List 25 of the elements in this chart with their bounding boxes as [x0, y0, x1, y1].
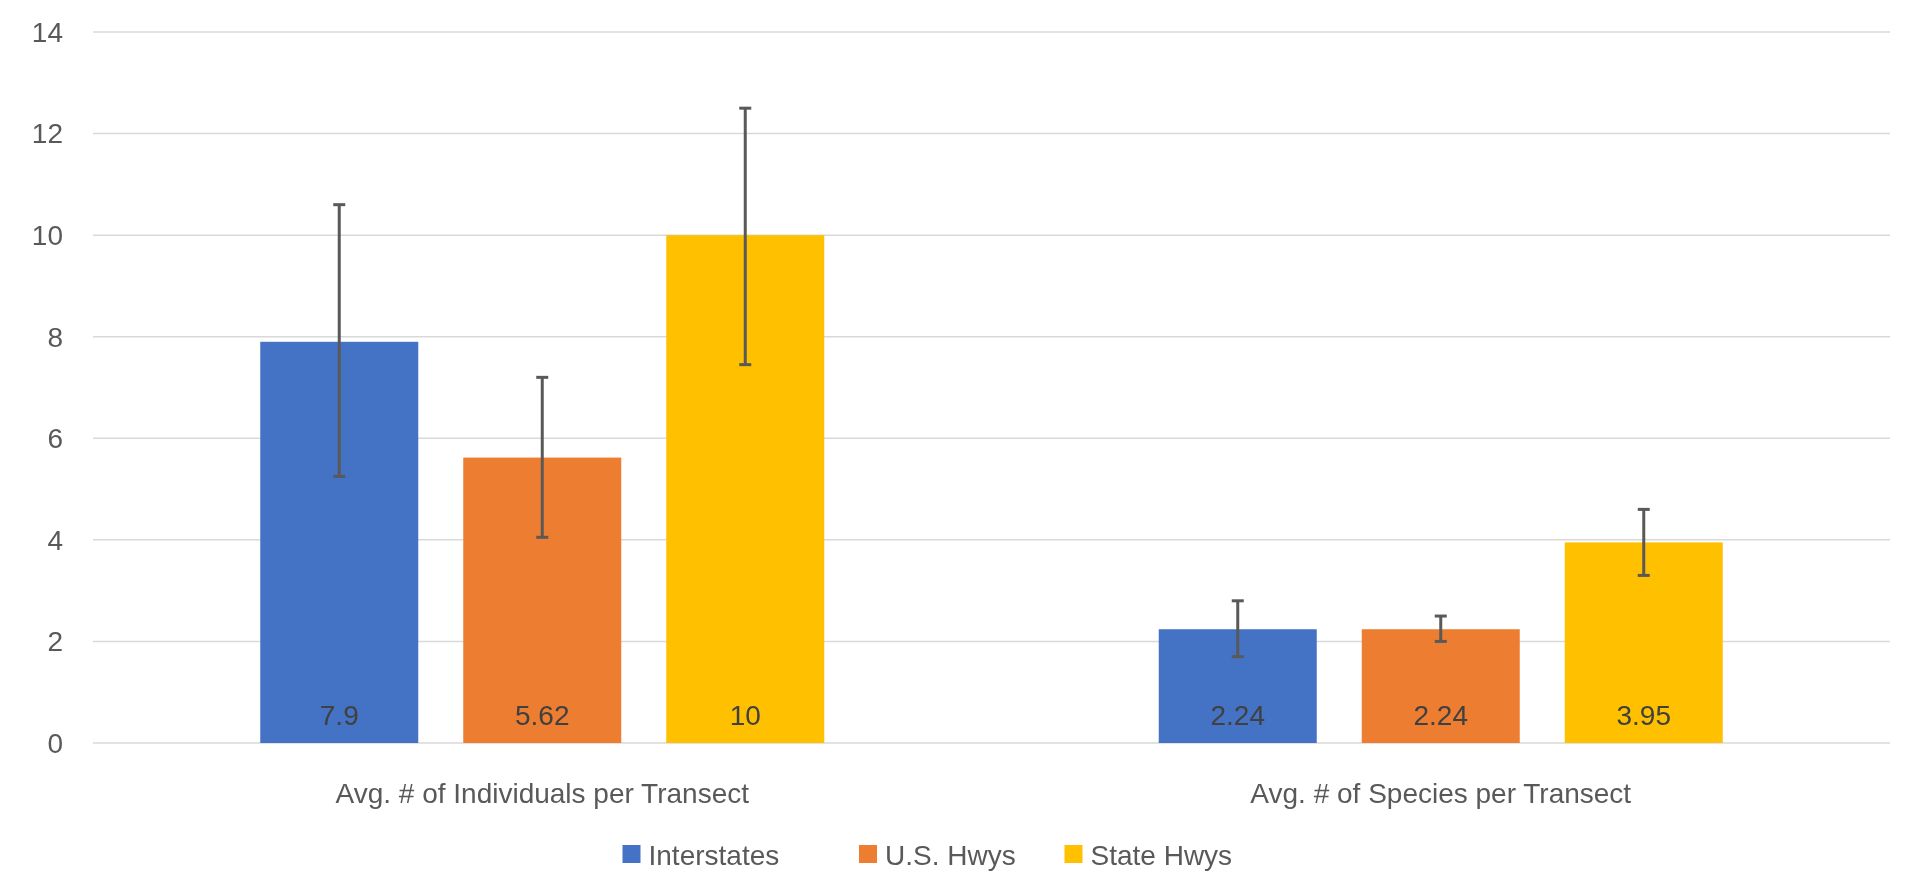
y-tick-label: 0 [47, 727, 63, 759]
y-tick-label: 6 [47, 423, 63, 455]
data-label: 5.62 [515, 700, 570, 731]
bar [260, 341, 419, 743]
bar [463, 457, 622, 743]
x-tick-label: Avg. # of Individuals per Transect [335, 778, 750, 809]
y-tick-label: 8 [47, 321, 63, 353]
y-tick-label: 14 [31, 16, 63, 48]
y-tick-label: 4 [47, 524, 63, 556]
data-label: 7.9 [319, 700, 359, 731]
data-label: 2.24 [1210, 700, 1265, 731]
x-tick-label: Avg. # of Species per Transect [1250, 778, 1632, 809]
data-label: 2.24 [1413, 700, 1468, 731]
bar [1361, 629, 1520, 743]
y-tick-label: 10 [31, 219, 63, 251]
bar [666, 235, 825, 743]
y-tick-label: 2 [47, 626, 63, 658]
bar [1158, 629, 1317, 743]
data-label: 10 [729, 700, 761, 731]
legend-label: Interstates [648, 839, 780, 871]
data-label: 3.95 [1616, 700, 1671, 731]
bar [1564, 542, 1723, 743]
legend-label: U.S. Hwys [885, 839, 1016, 871]
y-tick-label: 12 [31, 118, 63, 150]
legend-label: State Hwys [1090, 839, 1233, 871]
